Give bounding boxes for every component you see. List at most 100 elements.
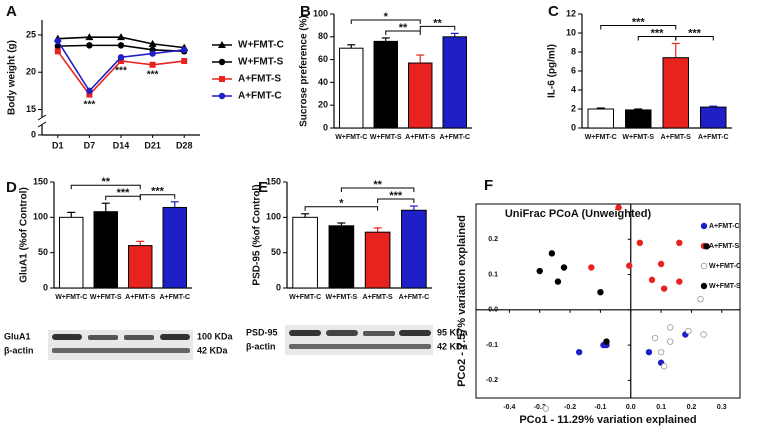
chart-title: UniFrac PCoA (Unweighted): [505, 208, 652, 220]
x-tick-label: A+FMT-C: [439, 134, 470, 141]
y-tick-label: 20: [26, 67, 36, 77]
x-tick-label: 0.1: [656, 404, 666, 411]
marker: [181, 58, 188, 65]
blot-band: [124, 335, 154, 340]
marker: [149, 50, 156, 57]
point: [703, 243, 710, 250]
blot-label: β-actin: [246, 341, 276, 351]
significance-label: ***: [117, 187, 131, 199]
point: [685, 327, 692, 335]
point: [700, 331, 707, 338]
annotation: ***: [84, 99, 96, 110]
marker: [181, 46, 188, 54]
significance-bracket: [385, 30, 421, 35]
x-tick-label: 0.2: [687, 404, 697, 411]
x-tick-label: -0.2: [564, 404, 576, 411]
y-tick-label: 80: [318, 31, 328, 41]
blot-band: [326, 330, 358, 336]
plot-frame: [475, 203, 741, 399]
point: [676, 278, 683, 285]
x-tick-label: -0.1: [594, 404, 606, 411]
significance-label: *: [384, 11, 389, 23]
y-axis-label: Sucrose preference (%): [299, 15, 310, 127]
y-tick-label: 6: [571, 65, 576, 75]
blot-size: 42 KDa: [197, 345, 229, 355]
point: [554, 278, 562, 285]
significance-label: *: [339, 198, 344, 210]
legend-label: W+FMT-S: [238, 57, 284, 68]
x-tick-label: D7: [84, 140, 96, 150]
marker: [54, 48, 61, 55]
bar: [625, 109, 652, 129]
blot-size: 100 KDa: [197, 331, 234, 341]
significance-bracket: [139, 194, 176, 199]
x-tick-label: W+FMT-S: [370, 134, 402, 141]
y-tick-label: 100: [33, 212, 48, 222]
point: [667, 338, 674, 345]
bar: [364, 231, 391, 289]
y-tick-label: 0: [31, 129, 36, 139]
blot-size: 42 KDa: [437, 341, 469, 351]
blot-band: [160, 334, 190, 340]
legend-label: A+FMT-C: [238, 91, 282, 102]
point: [615, 204, 622, 211]
blot-band: [289, 344, 431, 349]
x-tick-label: 0.0: [626, 404, 636, 411]
y-tick-label: 150: [33, 176, 48, 186]
bar: [339, 47, 364, 129]
y-tick-label: 4: [571, 84, 576, 94]
y-tick-label: 40: [318, 77, 328, 87]
point: [660, 285, 668, 292]
axis-break: [37, 114, 47, 128]
x-tick-label: A+FMT-S: [661, 134, 691, 141]
x-tick-label: D1: [52, 140, 64, 150]
marker: [86, 91, 93, 98]
y-tick-label: 0.0: [488, 307, 498, 314]
x-tick-label: D28: [176, 140, 193, 150]
legend-label: W+FMT-S: [709, 283, 741, 290]
y-tick-label: 50: [38, 247, 48, 257]
point: [536, 267, 543, 275]
bar: [93, 211, 118, 289]
x-tick-label: A+FMT-C: [159, 294, 190, 301]
blot-d: [48, 330, 193, 360]
significance-label: **: [373, 179, 382, 191]
x-tick-label: D21: [144, 140, 161, 150]
x-tick-label: -0.4: [503, 404, 515, 411]
bar: [442, 36, 467, 129]
blot-e: [285, 325, 433, 355]
point: [597, 288, 604, 296]
point: [603, 338, 610, 345]
y-tick-label: 60: [318, 54, 328, 64]
y-tick-label: 12: [566, 8, 576, 18]
point: [648, 276, 656, 284]
significance-label: **: [433, 17, 442, 29]
significance-label: ***: [389, 190, 403, 202]
y-tick-label: 15: [26, 104, 36, 114]
y-tick-label: 0.1: [488, 271, 498, 278]
y-axis-label: PSD-95 (%of Control): [252, 184, 263, 285]
legend-marker: [218, 41, 226, 48]
x-tick-label: W+FMT-S: [326, 294, 358, 301]
y-axis-label: Body weight (g): [7, 40, 18, 115]
legend-marker: [218, 58, 226, 66]
marker: [85, 33, 94, 41]
point: [560, 264, 568, 271]
x-tick-label: -0.3: [534, 404, 546, 411]
bar: [59, 216, 84, 289]
blot-band: [363, 331, 395, 336]
point: [575, 348, 583, 356]
x-tick-label: W+FMT-C: [55, 294, 87, 301]
blot-label: PSD-95: [246, 327, 278, 337]
y-tick-label: 0.2: [488, 236, 498, 243]
bar: [408, 62, 433, 129]
point: [657, 260, 665, 268]
x-tick-label: W+FMT-S: [90, 294, 122, 301]
panel-label: E: [258, 179, 268, 196]
bar: [128, 245, 153, 289]
point: [697, 296, 704, 303]
bar: [162, 206, 187, 289]
point: [657, 348, 665, 356]
significance-bracket: [377, 198, 415, 204]
